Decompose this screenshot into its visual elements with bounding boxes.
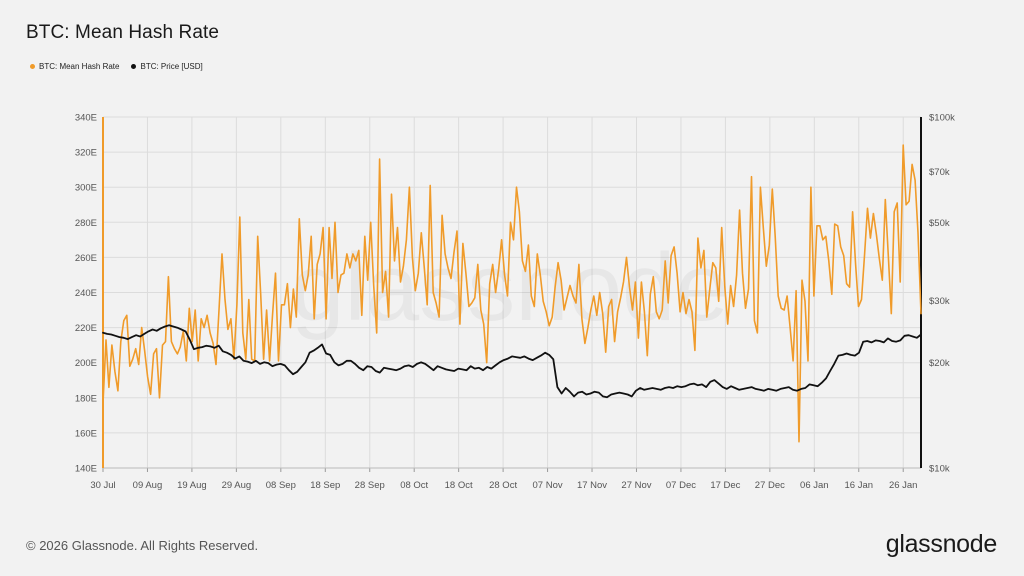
legend-item-hash-rate[interactable]: BTC: Mean Hash Rate	[30, 62, 119, 71]
y-axis-right: $10k $20k $30k $50k $70k $100k	[920, 113, 955, 475]
y-left-tick-label: 200E	[75, 358, 97, 369]
y-left-tick-label: 180E	[75, 393, 97, 404]
x-tick-label: 08 Oct	[400, 480, 428, 491]
y-right-tick-label: $70k	[929, 167, 950, 178]
glassnode-logo[interactable]: glassnode	[885, 530, 998, 558]
x-tick-label: 09 Aug	[133, 480, 163, 491]
legend-label-price: BTC: Price [USD]	[140, 62, 203, 71]
x-tick-label: 29 Aug	[222, 480, 252, 491]
y-left-tick-label: 220E	[75, 323, 97, 334]
y-axis-left: 140E 160E 180E 200E 220E 240E 260E 280E 300E 320E…	[75, 113, 104, 475]
y-right-tick-label: $30k	[929, 296, 950, 307]
x-tick-label: 07 Nov	[533, 480, 563, 491]
chart-legend: BTC: Mean Hash Rate BTC: Price [USD]	[30, 62, 203, 71]
y-left-tick-label: 320E	[75, 148, 97, 159]
legend-dot-price	[131, 64, 137, 69]
x-tick-label: 18 Sep	[310, 480, 340, 491]
x-tick-label: 07 Dec	[666, 480, 696, 491]
series-group	[102, 144, 922, 443]
y-left-tick-label: 280E	[75, 218, 97, 229]
chart-title: BTC: Mean Hash Rate	[26, 22, 220, 43]
series-line-price	[102, 324, 922, 399]
x-tick-label: 18 Oct	[445, 480, 473, 491]
y-left-tick-label: 260E	[75, 253, 97, 264]
y-left-tick-label: 240E	[75, 288, 97, 299]
series-line-hash-rate	[102, 144, 922, 443]
y-right-tick-label: $100k	[929, 113, 955, 124]
y-right-tick-label: $20k	[929, 358, 950, 369]
y-left-tick-label: 340E	[75, 113, 97, 124]
y-left-tick-label: 300E	[75, 183, 97, 194]
copyright-text: © 2026 Glassnode. All Rights Reserved.	[26, 538, 259, 553]
y-left-tick-label: 160E	[75, 428, 97, 439]
x-tick-label: 30 Jul	[90, 480, 115, 491]
x-tick-label: 28 Sep	[355, 480, 385, 491]
legend-item-price[interactable]: BTC: Price [USD]	[131, 62, 203, 71]
x-tick-label: 06 Jan	[800, 480, 829, 491]
x-tick-label: 17 Dec	[710, 480, 740, 491]
x-tick-label: 28 Oct	[489, 480, 517, 491]
x-tick-label: 19 Aug	[177, 480, 207, 491]
x-tick-label: 08 Sep	[266, 480, 296, 491]
x-axis: 30 Jul 09 Aug 19 Aug 29 Aug 08 Sep 18 Sep 28 S…	[90, 467, 921, 491]
x-tick-label: 27 Nov	[621, 480, 651, 491]
y-right-tick-label: $50k	[929, 218, 950, 229]
legend-dot-hash-rate	[30, 64, 35, 69]
y-left-tick-label: 140E	[75, 464, 97, 475]
x-tick-label: 27 Dec	[755, 480, 785, 491]
legend-label-hash-rate: BTC: Mean Hash Rate	[39, 62, 120, 71]
y-right-tick-label: $10k	[929, 464, 950, 475]
x-tick-label: 16 Jan	[844, 480, 873, 491]
x-tick-label: 17 Nov	[577, 480, 607, 491]
x-tick-label: 26 Jan	[889, 480, 918, 491]
